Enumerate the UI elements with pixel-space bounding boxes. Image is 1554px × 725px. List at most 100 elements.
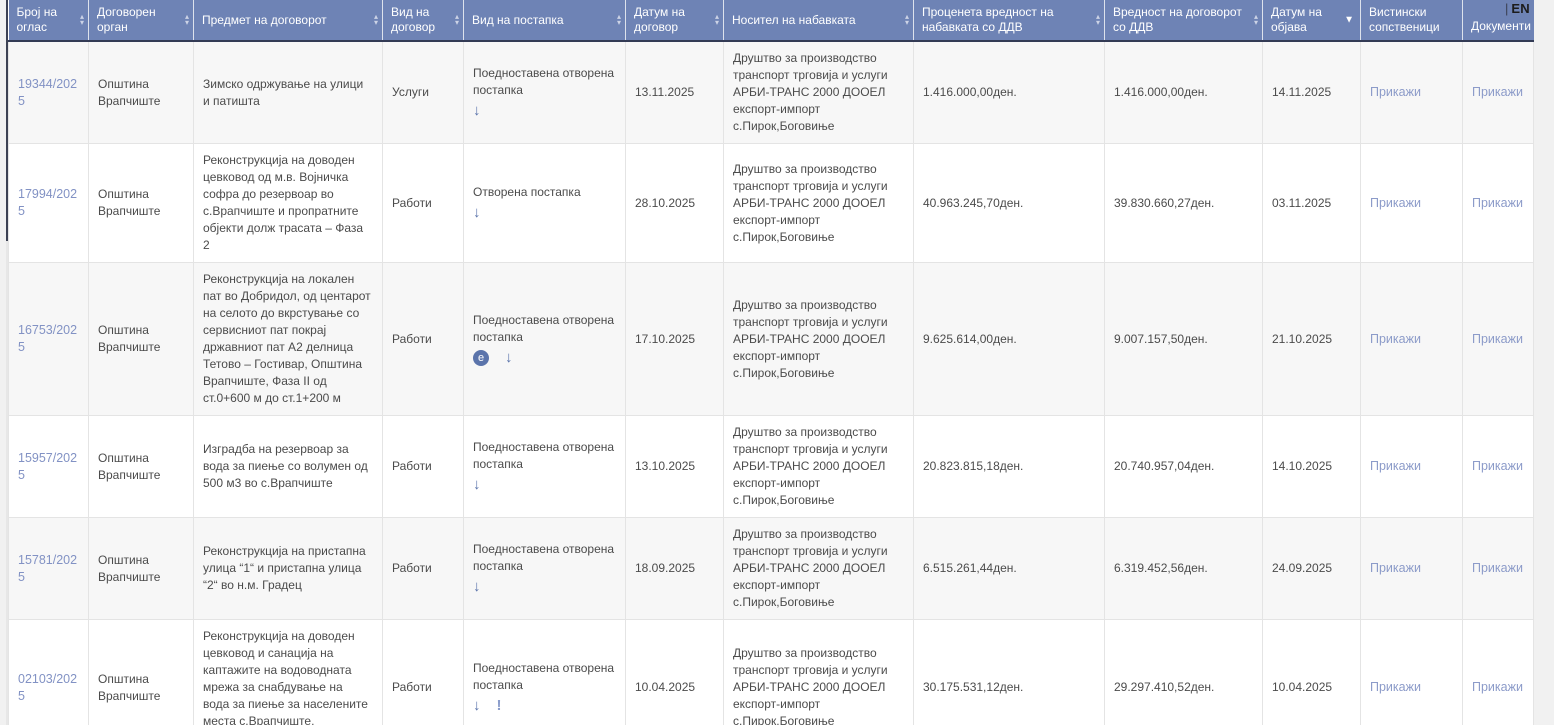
documents-show-link[interactable]: Прикажи [1472,459,1523,473]
cell-contract-value: 9.007.157,50ден. [1104,262,1263,416]
column-header-label: Вредност на договорот со ДДВ [1113,5,1242,34]
sort-toggle-icon[interactable]: ▴ ▾ [184,13,189,27]
cell-contract-subject: Зимско одржување на улици и патишта [193,40,383,144]
column-header-predmet[interactable]: Предмет на договорот ▴ ▾ [193,0,383,42]
sort-down-icon: ▾ [79,18,84,27]
cell-contract-date: 18.09.2025 [625,517,724,620]
column-header-datum-dogovor[interactable]: Датум на договор ▴ ▾ [625,0,724,42]
procedure-icons: ↓ [473,204,615,222]
table-row: 15781/2025 Општина Врапчиште Реконструкциј… [8,517,1534,620]
sort-toggle-icon[interactable]: ▴ ▾ [1096,13,1100,27]
column-header-label: Број на оглас [16,5,58,34]
sort-up-icon: ▴ [79,12,84,21]
cell-real-owners: Прикажи [1360,262,1463,416]
scrollbar-thumb[interactable] [6,0,8,241]
arrow-down-icon: ↓ [473,697,481,714]
real-owners-show-link[interactable]: Прикажи [1370,680,1421,694]
cell-procurement-holder: Друштво за производство транспорт тргови… [723,143,914,263]
notice-number-link[interactable]: 15781/2025 [18,552,78,584]
language-switcher[interactable]: | EN [1505,1,1530,16]
procedure-type-label: Отворена постапка [473,185,581,199]
column-header-label: Предмет на договорот [202,12,327,27]
column-header-label: Вид на постапка [472,12,564,27]
column-header-sopstvenici: Вистински сопственици [1360,0,1463,42]
sort-down-icon: ▾ [184,18,189,27]
column-header-label: Договорен орган [97,5,156,34]
cell-publish-date: 14.11.2025 [1262,40,1361,144]
cell-notice-number: 15781/2025 [8,517,89,620]
language-en-link[interactable]: EN [1511,1,1530,16]
cell-estimated-value: 6.515.261,44ден. [913,517,1105,620]
cell-contract-type: Работи [382,262,464,416]
e-auction-icon: е [473,349,489,366]
notice-number-link[interactable]: 19344/2025 [18,76,78,108]
sort-toggle-icon[interactable]: ▴ ▾ [616,13,621,27]
cell-notice-number: 15957/2025 [8,415,89,518]
sort-down-icon: ▾ [616,18,621,27]
notice-number-link[interactable]: 02103/2025 [18,671,78,703]
cell-publish-date: 14.10.2025 [1262,415,1361,518]
real-owners-show-link[interactable]: Прикажи [1370,85,1421,99]
cell-contract-subject: Реконструкција на доводен цевковод и сан… [193,619,383,725]
column-header-broj[interactable]: Број на оглас ▴ ▾ [8,0,89,42]
column-header-vid-dogovor[interactable]: Вид на договор ▴ ▾ [382,0,464,42]
real-owners-show-link[interactable]: Прикажи [1370,459,1421,473]
documents-show-link[interactable]: Прикажи [1472,561,1523,575]
table-row: 19344/2025 Општина Врапчиште Зимско одржув… [8,40,1534,144]
sort-toggle-icon[interactable]: ▴ ▾ [454,12,459,27]
sort-toggle-icon[interactable]: ▴ ▾ [79,12,84,27]
cell-contracting-authority: Општина Врапчиште [88,40,194,144]
column-header-label: Носител на набавката [732,12,856,27]
procedure-type-label: Поедноставена отворена постапка [473,661,615,692]
sort-toggle-icon[interactable]: ▴ ▾ [715,13,719,27]
column-header-procenета-vrednost[interactable]: Проценета вредност на набавката со ДДВ ▴ ▾ [913,0,1105,42]
real-owners-show-link[interactable]: Прикажи [1370,195,1421,210]
sort-toggle-icon[interactable]: ▴ ▾ [373,12,378,27]
column-header-vid-postapka[interactable]: Вид на постапка ▴ ▾ [463,0,626,42]
notice-number-link[interactable]: 15957/2025 [18,450,78,482]
arrow-down-icon: ↓ [473,204,481,221]
procedure-icons: ↓ [473,578,615,596]
arrow-down-icon: ↓ [473,102,481,119]
cell-contract-value: 29.297.410,52ден. [1104,619,1263,725]
sort-up-icon: ▴ [1253,12,1258,21]
column-header-datum-objava[interactable]: Датум на објава ▼ [1262,0,1361,42]
cell-contract-subject: Реконструкција на локален пат во Добридо… [193,262,383,416]
sort-up-icon: ▴ [373,12,378,21]
contracts-table: Број на оглас ▴ ▾ Договорен орган ▴ ▾ Предмет … [8,0,1534,725]
cell-documents: Прикажи [1462,143,1534,263]
procedure-icons: е ↓ [473,349,615,367]
exclamation-icon: ! [496,697,502,714]
documents-show-link[interactable]: Прикажи [1472,331,1523,346]
column-header-vrednost-dogovor[interactable]: Вредност на договорот со ДДВ ▴ ▾ [1104,0,1263,42]
cell-procurement-holder: Друштво за производство транспорт тргови… [723,517,914,620]
column-header-nositel[interactable]: Носител на набавката ▴ ▾ [723,0,914,42]
cell-estimated-value: 40.963.245,70ден. [913,143,1105,263]
procedure-type-label: Поедноставена отворена постапка [473,66,615,97]
sort-up-icon: ▴ [454,12,459,21]
cell-contracting-authority: Општина Врапчиште [88,619,194,725]
sort-toggle-icon[interactable]: ▴ ▾ [904,12,909,27]
real-owners-show-link[interactable]: Прикажи [1370,331,1421,346]
cell-documents: Прикажи [1462,619,1534,725]
sort-toggle-icon[interactable]: ▴ ▾ [1253,12,1258,27]
column-header-organ[interactable]: Договорен орган ▴ ▾ [88,0,194,42]
cell-publish-date: 10.04.2025 [1262,619,1361,725]
scrollbar-track[interactable] [6,0,8,725]
cell-procurement-holder: Друштво за производство транспорт тргови… [723,415,914,518]
notice-number-link[interactable]: 16753/2025 [18,323,78,354]
notice-number-link[interactable]: 17994/2025 [18,187,78,218]
procedure-icons: ↓! [473,697,615,715]
documents-show-link[interactable]: Прикажи [1472,195,1523,210]
sort-up-icon: ▴ [904,12,909,21]
real-owners-show-link[interactable]: Прикажи [1370,561,1421,575]
sort-descending-icon[interactable]: ▼ [1344,14,1354,26]
documents-show-link[interactable]: Прикажи [1472,85,1523,99]
documents-show-link[interactable]: Прикажи [1472,680,1523,694]
cell-documents: Прикажи [1462,262,1534,416]
cell-contract-value: 20.740.957,04ден. [1104,415,1263,518]
cell-estimated-value: 1.416.000,00ден. [913,40,1105,144]
cell-publish-date: 24.09.2025 [1262,517,1361,620]
cell-notice-number: 02103/2025 [8,619,89,725]
